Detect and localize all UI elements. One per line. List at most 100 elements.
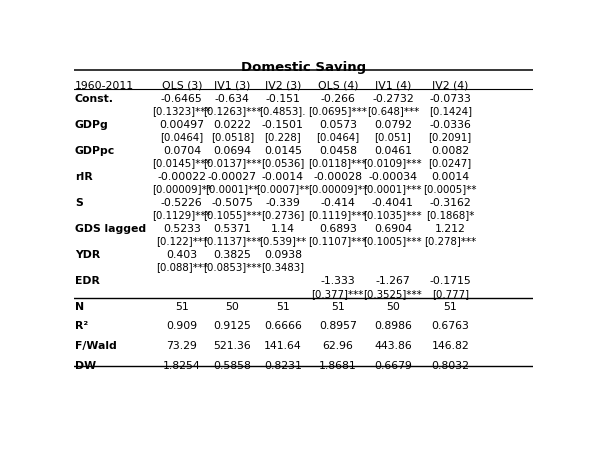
Text: -0.2732: -0.2732	[372, 94, 414, 104]
Text: 0.0014: 0.0014	[431, 172, 469, 182]
Text: 0.5233: 0.5233	[163, 224, 201, 234]
Text: [0.278]***: [0.278]***	[424, 236, 477, 246]
Text: [0.1137]***: [0.1137]***	[203, 236, 262, 246]
Text: 0.0938: 0.0938	[264, 250, 302, 260]
Text: 0.5858: 0.5858	[213, 360, 251, 370]
Text: [0.1005]***: [0.1005]***	[363, 236, 422, 246]
Text: [0.1055]***: [0.1055]***	[203, 210, 262, 220]
Text: 0.6904: 0.6904	[374, 224, 412, 234]
Text: 1.8681: 1.8681	[319, 360, 357, 370]
Text: 146.82: 146.82	[432, 340, 469, 350]
Text: -0.5226: -0.5226	[161, 198, 202, 208]
Text: 1.14: 1.14	[271, 224, 295, 234]
Text: 50: 50	[226, 301, 239, 311]
Text: 51: 51	[276, 301, 289, 311]
Text: S: S	[75, 198, 83, 208]
Text: Domestic Saving: Domestic Saving	[241, 61, 366, 74]
Text: [0.1424]: [0.1424]	[429, 106, 472, 116]
Text: [0.00009]**: [0.00009]**	[152, 184, 212, 194]
Text: -0.4041: -0.4041	[372, 198, 414, 208]
Text: [0.3483]: [0.3483]	[261, 262, 304, 272]
Text: 0.0082: 0.0082	[431, 146, 469, 156]
Text: IV1 (3): IV1 (3)	[214, 81, 250, 90]
Text: 0.909: 0.909	[166, 321, 197, 331]
Text: 1.8254: 1.8254	[163, 360, 201, 370]
Text: EDR: EDR	[75, 276, 100, 286]
Text: [0.1129]***: [0.1129]***	[153, 210, 211, 220]
Text: [0.0001]**: [0.0001]**	[205, 184, 259, 194]
Text: [0.1263]***: [0.1263]***	[203, 106, 262, 116]
Text: -0.00028: -0.00028	[313, 172, 362, 182]
Text: -0.414: -0.414	[320, 198, 355, 208]
Text: 0.6679: 0.6679	[374, 360, 412, 370]
Text: 0.8231: 0.8231	[264, 360, 302, 370]
Text: 1960-2011: 1960-2011	[75, 81, 134, 90]
Text: [0.1035]***: [0.1035]***	[363, 210, 422, 220]
Text: 141.64: 141.64	[264, 340, 302, 350]
Text: [0.228]: [0.228]	[265, 132, 301, 142]
Text: 0.00497: 0.00497	[159, 120, 204, 130]
Text: [0.3525]***: [0.3525]***	[363, 288, 422, 298]
Text: OLS (3): OLS (3)	[162, 81, 202, 90]
Text: Const.: Const.	[75, 94, 114, 104]
Text: [0.1107]***: [0.1107]***	[308, 236, 367, 246]
Text: IV1 (4): IV1 (4)	[375, 81, 411, 90]
Text: -0.00034: -0.00034	[368, 172, 417, 182]
Text: -0.339: -0.339	[265, 198, 300, 208]
Text: -0.3162: -0.3162	[429, 198, 471, 208]
Text: [0.0536]: [0.0536]	[261, 158, 304, 168]
Text: F/Wald: F/Wald	[75, 340, 117, 350]
Text: [0.122]***: [0.122]***	[156, 236, 208, 246]
Text: -0.0733: -0.0733	[429, 94, 471, 104]
Text: 0.6666: 0.6666	[264, 321, 302, 331]
Text: 0.3825: 0.3825	[213, 250, 251, 260]
Text: [0.0695]***: [0.0695]***	[308, 106, 367, 116]
Text: 0.0145: 0.0145	[264, 146, 302, 156]
Text: -0.634: -0.634	[215, 94, 250, 104]
Text: [0.777]: [0.777]	[432, 288, 469, 298]
Text: 0.403: 0.403	[166, 250, 197, 260]
Text: 0.0573: 0.0573	[319, 120, 357, 130]
Text: 0.8957: 0.8957	[319, 321, 357, 331]
Text: -0.266: -0.266	[320, 94, 355, 104]
Text: [0.1323]***: [0.1323]***	[153, 106, 211, 116]
Text: 0.0792: 0.0792	[374, 120, 412, 130]
Text: [0.0118]***: [0.0118]***	[308, 158, 367, 168]
Text: -0.0014: -0.0014	[262, 172, 304, 182]
Text: -0.1715: -0.1715	[429, 276, 471, 286]
Text: 0.0222: 0.0222	[213, 120, 251, 130]
Text: 521.36: 521.36	[213, 340, 251, 350]
Text: 62.96: 62.96	[323, 340, 353, 350]
Text: [0.4853].: [0.4853].	[259, 106, 306, 116]
Text: 0.6763: 0.6763	[432, 321, 469, 331]
Text: 0.8986: 0.8986	[374, 321, 412, 331]
Text: GDPpc: GDPpc	[75, 146, 115, 156]
Text: IV2 (4): IV2 (4)	[432, 81, 468, 90]
Text: 51: 51	[175, 301, 189, 311]
Text: 51: 51	[331, 301, 345, 311]
Text: rIR: rIR	[75, 172, 93, 182]
Text: [0.648]***: [0.648]***	[366, 106, 419, 116]
Text: [0.088]***: [0.088]***	[156, 262, 208, 272]
Text: [0.0464]: [0.0464]	[316, 132, 359, 142]
Text: N: N	[75, 301, 84, 311]
Text: 0.0458: 0.0458	[319, 146, 357, 156]
Text: [0.0464]: [0.0464]	[160, 132, 204, 142]
Text: R²: R²	[75, 321, 88, 331]
Text: YDR: YDR	[75, 250, 100, 260]
Text: 0.9125: 0.9125	[213, 321, 251, 331]
Text: [0.0247]: [0.0247]	[429, 158, 472, 168]
Text: 443.86: 443.86	[374, 340, 412, 350]
Text: 73.29: 73.29	[166, 340, 197, 350]
Text: 0.0694: 0.0694	[213, 146, 251, 156]
Text: -0.00027: -0.00027	[208, 172, 257, 182]
Text: 0.6893: 0.6893	[319, 224, 357, 234]
Text: 0.5371: 0.5371	[213, 224, 251, 234]
Text: [0.377]***: [0.377]***	[311, 288, 364, 298]
Text: OLS (4): OLS (4)	[317, 81, 358, 90]
Text: [0.0001]***: [0.0001]***	[363, 184, 422, 194]
Text: -0.1501: -0.1501	[262, 120, 304, 130]
Text: [0.0007]**: [0.0007]**	[256, 184, 310, 194]
Text: [0.1868]*: [0.1868]*	[426, 210, 474, 220]
Text: [0.2736]: [0.2736]	[261, 210, 304, 220]
